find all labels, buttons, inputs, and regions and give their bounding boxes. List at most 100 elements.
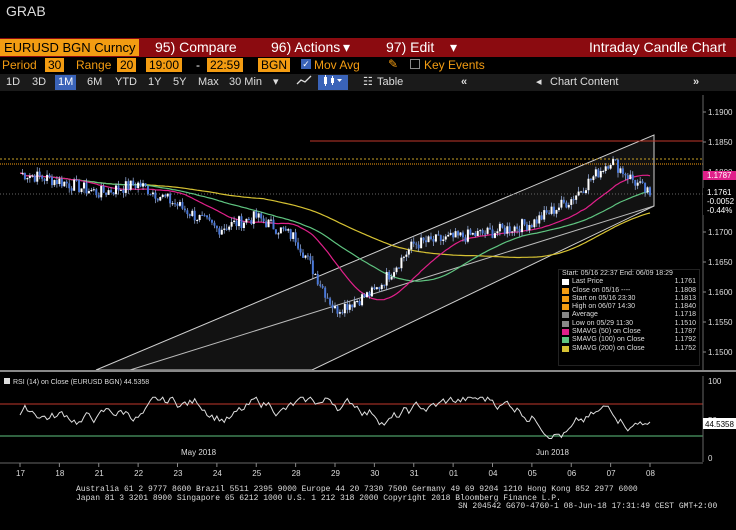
candle-body: [245, 218, 248, 223]
candle-body: [535, 219, 538, 224]
candle-body: [213, 222, 216, 226]
candle-body: [442, 239, 445, 241]
pencil-icon[interactable]: ✎: [388, 57, 399, 71]
candle-body: [198, 214, 201, 221]
candle-body: [341, 312, 344, 314]
candle-body: [545, 210, 548, 213]
legend-label: High on 06/07 14:30: [572, 303, 636, 311]
candle-body: [432, 239, 435, 242]
candle-body: [203, 215, 206, 217]
candle-body: [240, 216, 243, 229]
footer: Australia 61 2 9777 8600 Brazil 5511 239…: [0, 485, 736, 512]
candle-body: [644, 182, 647, 193]
price-tag-label: -0.0052: [707, 197, 735, 206]
legend-row: SMAVG (200) on Close 1.1752: [559, 345, 699, 353]
chart-content-button[interactable]: Chart Content: [550, 76, 619, 88]
key-events-checkbox[interactable]: [410, 59, 420, 69]
candle-body: [393, 272, 396, 277]
candle-body: [560, 199, 563, 208]
candle-body: [570, 199, 573, 205]
ticker-field[interactable]: EURUSD BGN Curncy: [0, 39, 140, 56]
candle-body: [107, 190, 110, 195]
legend-row: Average 1.1718: [559, 311, 699, 319]
range-max[interactable]: Max: [198, 76, 219, 88]
actions-button[interactable]: 96) Actions: [271, 39, 341, 55]
actions-dropdown-icon[interactable]: ▾: [343, 39, 351, 55]
candle-body: [82, 182, 85, 189]
legend-swatch: [562, 287, 569, 294]
table-icon[interactable]: ☷: [363, 76, 373, 88]
candle-body: [557, 207, 560, 211]
legend-row: SMAVG (100) on Close 1.1792: [559, 336, 699, 344]
candle-body: [132, 180, 135, 186]
candle-body: [484, 233, 487, 235]
price-tag-bg: [703, 171, 736, 180]
range-3d[interactable]: 3D: [32, 76, 47, 88]
start-time-field[interactable]: 19:00: [146, 58, 183, 72]
legend-label: Low on 05/29 11:30: [572, 319, 633, 327]
edit-dropdown-icon[interactable]: ▾: [450, 39, 458, 55]
window-title: GRAB: [6, 3, 46, 19]
candle-body: [336, 306, 339, 314]
candle-body: [233, 220, 236, 223]
collapse-right-icon[interactable]: »: [693, 76, 700, 88]
collapse-left-icon[interactable]: «: [461, 76, 468, 88]
compare-button[interactable]: 95) Compare: [155, 39, 237, 55]
candle-body: [555, 210, 558, 214]
candle-body: [503, 227, 506, 234]
legend-label: Start on 05/16 23:30: [572, 294, 636, 302]
candle-body: [306, 255, 309, 257]
legend-swatch: [562, 320, 569, 327]
candle-body: [164, 194, 167, 197]
top-toolbar: [0, 38, 736, 57]
candle-body: [388, 271, 391, 280]
range-ytd[interactable]: YTD: [115, 76, 137, 88]
chart-content-arrow-icon[interactable]: ◂: [536, 76, 542, 88]
range-field[interactable]: 20: [117, 58, 137, 72]
period-field[interactable]: 30: [45, 58, 65, 72]
candle-body: [634, 180, 637, 186]
range-1d[interactable]: 1D: [6, 76, 21, 88]
candle-body: [538, 215, 541, 224]
candle-body: [617, 159, 620, 173]
candle-body: [370, 287, 373, 297]
month-label-may: May 2018: [181, 448, 217, 457]
candle-chart-icon[interactable]: [318, 75, 348, 90]
mov-avg-checkbox[interactable]: ✓: [301, 59, 311, 69]
candle-body: [270, 219, 273, 221]
candle-body: [461, 232, 464, 238]
interval-dropdown-icon[interactable]: ▾: [273, 76, 279, 88]
chart-legend[interactable]: Start: 05/16 22:37 End: 06/09 18:29 Last…: [558, 269, 700, 366]
candle-body: [70, 188, 73, 191]
range-6m[interactable]: 6M: [87, 76, 103, 88]
time-tick-label: 30: [370, 469, 379, 478]
time-tick-label: 29: [331, 469, 340, 478]
candle-body: [171, 203, 174, 205]
candle-body: [36, 171, 39, 182]
source-field[interactable]: BGN: [258, 58, 291, 72]
range-1y[interactable]: 1Y: [148, 76, 162, 88]
legend-value: 1.1792: [674, 336, 696, 344]
candle-body: [599, 171, 602, 178]
candle-body: [73, 179, 76, 191]
line-chart-icon[interactable]: [293, 75, 315, 90]
table-button[interactable]: Table: [377, 76, 404, 88]
candle-body: [68, 183, 71, 189]
range-5y[interactable]: 5Y: [173, 76, 187, 88]
edit-button[interactable]: 97) Edit: [386, 39, 435, 55]
price-tick-label: 1.1500: [708, 348, 733, 357]
price-chart[interactable]: 1.19001.18501.18001.17501.17001.16501.16…: [0, 91, 736, 530]
end-time-field[interactable]: 22:59: [207, 58, 244, 72]
time-tick-label: 18: [55, 469, 64, 478]
legend-label: Average: [572, 311, 598, 319]
price-tag-label: 1.1787: [707, 171, 732, 180]
candle-body: [309, 256, 312, 261]
rsi-tick-100: 100: [708, 377, 722, 386]
candle-body: [385, 271, 388, 286]
legend-swatch: [562, 279, 569, 286]
interval-select[interactable]: 30 Min: [229, 76, 263, 88]
range-1m[interactable]: 1M: [55, 75, 77, 90]
candle-body: [38, 171, 41, 176]
candle-body: [594, 169, 597, 177]
legend-swatch: [562, 304, 569, 311]
